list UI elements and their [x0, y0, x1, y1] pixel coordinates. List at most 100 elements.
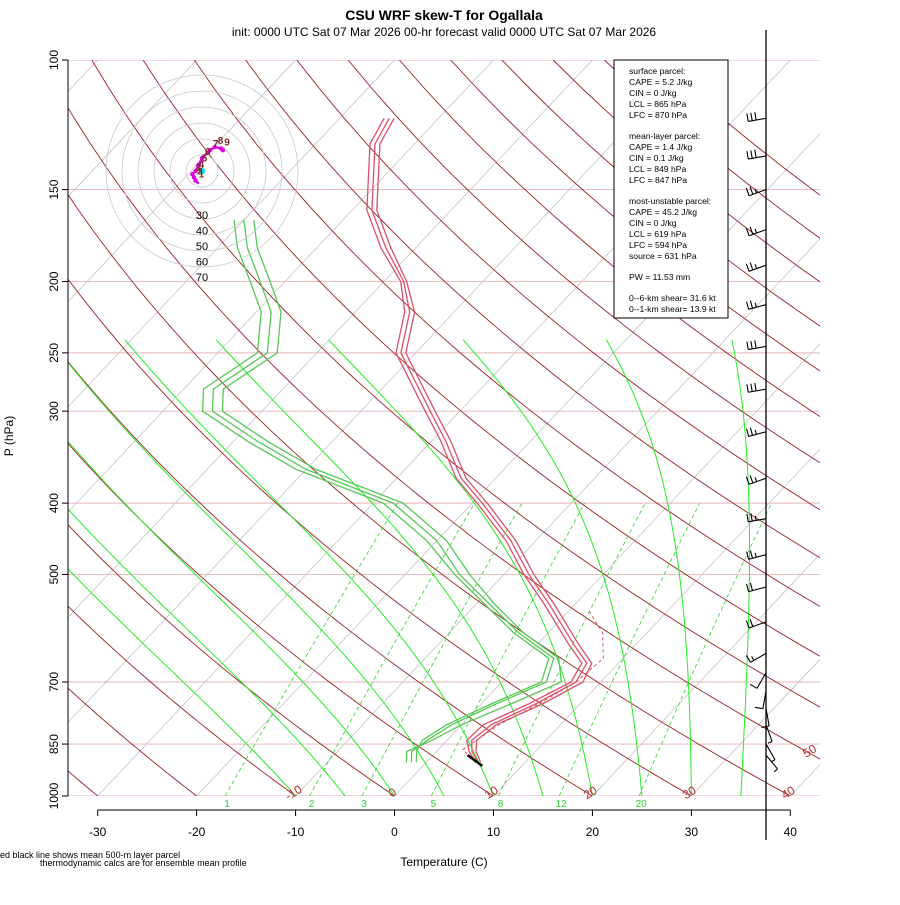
parcel-trace [462, 610, 604, 763]
mixing-ratio-line [498, 502, 646, 796]
mixing-ratio-line [224, 502, 399, 796]
wind-barb [745, 186, 767, 197]
sounding-profiles [201, 117, 604, 767]
wind-barb [754, 690, 767, 710]
dry-adiabat [296, 60, 820, 511]
moist-adiabat [215, 339, 544, 796]
mixing-ratio-label: 1 [224, 799, 230, 810]
x-axis-label: Temperature (C) [400, 855, 487, 869]
stats-mixed-line: LCL = 849 hPa [629, 164, 686, 174]
hodograph-ring-label: 70 [196, 272, 208, 284]
isotherm-line [68, 60, 296, 303]
hodograph-height-label: 2 [197, 166, 203, 177]
y-tick-label: 700 [47, 672, 61, 692]
wind-barb [746, 112, 767, 122]
wind-barb [746, 382, 767, 393]
isotherm-line [295, 238, 820, 796]
x-tick-label: 30 [685, 825, 699, 839]
hodograph-ring-label: 60 [196, 257, 208, 269]
wind-barb [749, 672, 767, 689]
dry-adiabat [68, 361, 593, 796]
stats-shear-line: 0--1-km shear= 13.9 kt [629, 304, 716, 314]
footnote-line: ed black line shows mean 500-m layer par… [0, 850, 180, 860]
dry-adiabat [68, 193, 791, 796]
stats-mu-header: most-unstable parcel: [629, 196, 711, 206]
stats-surface-line: CIN = 0 J/kg [629, 88, 677, 98]
stats-mu-line: source = 631 hPa [629, 251, 697, 261]
stats-surface-header: surface parcel: [629, 66, 685, 76]
temperature-profile [371, 117, 588, 763]
hodograph-ring [185, 154, 219, 188]
hodograph-ring [137, 106, 267, 236]
y-tick-label: 100 [47, 50, 61, 70]
wind-barb [745, 618, 767, 629]
dry-adiabat-label: 0 [386, 785, 399, 801]
hodograph-height-label: 4 [199, 160, 205, 171]
hodograph-point [190, 172, 195, 177]
moist-adiabat [68, 440, 395, 796]
hodograph-ring-label: 40 [196, 226, 208, 238]
mixing-ratio-line [361, 502, 523, 796]
stats-surface-line: LCL = 865 hPa [629, 99, 686, 109]
isotherm-line [790, 763, 820, 796]
stats-box-frame [613, 59, 729, 319]
y-tick-label: 1000 [47, 782, 61, 809]
wind-barb [746, 513, 767, 523]
mixing-ratio-label: 3 [361, 799, 367, 810]
x-tick-label: 20 [586, 825, 600, 839]
hodograph-ring-label: 50 [196, 241, 208, 253]
hodograph-height-label: 3 [195, 163, 201, 174]
y-tick-label: 400 [47, 493, 61, 513]
hodograph-height-label: 8 [218, 136, 224, 147]
isotherm-line [196, 133, 820, 796]
dry-adiabat [399, 60, 820, 418]
mixing-ratio-line [638, 502, 772, 796]
wind-barb [745, 226, 767, 237]
dry-adiabat-label: 30 [680, 783, 699, 802]
isotherm-line [691, 658, 820, 796]
moist-adiabat [68, 361, 445, 796]
dry-adiabat [68, 278, 692, 796]
x-tick-label: 40 [784, 825, 798, 839]
wind-barb [765, 743, 776, 763]
isotherm-line [68, 60, 692, 723]
x-tick-label: -20 [188, 825, 206, 839]
hodograph-height-label: 1 [199, 170, 205, 181]
x-tick-label: -30 [89, 825, 107, 839]
mixing-ratio-line [558, 502, 701, 796]
stats-mu-line: LCL = 619 hPa [629, 229, 686, 239]
wind-barb [746, 149, 767, 160]
mixing-ratio-label: 12 [556, 799, 568, 810]
wind-barb [746, 582, 767, 593]
dry-adiabat [68, 442, 494, 796]
dry-adiabat-label: 20 [581, 783, 600, 802]
hodograph-point [212, 144, 217, 150]
y-tick-label: 300 [47, 401, 61, 421]
mixing-ratio-label: 5 [431, 799, 437, 810]
dry-adiabat [68, 106, 820, 760]
stats-surface-line: CAPE = 5.2 J/kg [629, 77, 693, 87]
dry-adiabat-label: 40 [779, 783, 798, 802]
hodograph-ring [169, 138, 235, 204]
mixing-ratio-label: 2 [309, 799, 315, 810]
moist-adiabat [605, 339, 692, 796]
mixing-ratio-label: 8 [498, 799, 504, 810]
hodograph-point [199, 156, 205, 161]
isotherm-line [68, 60, 395, 408]
stats-box: surface parcel: CAPE = 5.2 J/kg CIN = 0 … [613, 59, 729, 319]
wind-barb [746, 427, 767, 437]
storm-motion-marker [198, 167, 206, 175]
mixing-ratio-label: 20 [636, 799, 648, 810]
moist-adiabat [462, 339, 643, 796]
wind-barb [745, 262, 767, 272]
isotherm-line [493, 448, 820, 796]
wind-barb [745, 475, 767, 485]
x-tick-label: -10 [287, 825, 305, 839]
wind-barb [746, 300, 767, 310]
moist-adiabat [124, 339, 494, 796]
mixing-ratio-line [430, 502, 585, 796]
footnote-line: thermodynamic calcs are for ensemble mea… [40, 858, 247, 868]
